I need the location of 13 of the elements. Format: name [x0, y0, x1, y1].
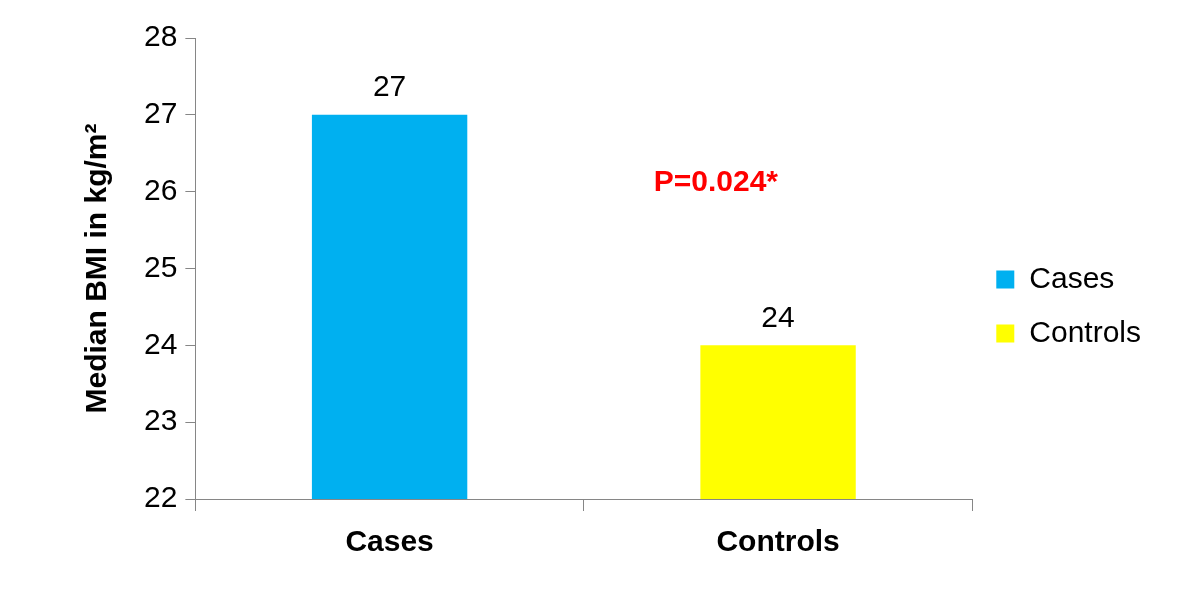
y-tick-label: 26 [143, 172, 178, 206]
y-tick-label: 23 [143, 403, 178, 437]
y-tick-label: 25 [143, 249, 178, 283]
y-tick-label: 28 [143, 19, 178, 53]
y-tick-label: 24 [143, 326, 178, 360]
y-axis-title: Median BMI in kg/m² [79, 123, 113, 414]
y-tick-label: 22 [143, 480, 178, 514]
legend-label: Controls [1029, 314, 1142, 348]
legend-label: Cases [1029, 260, 1115, 294]
data-label: 27 [372, 69, 407, 103]
y-tick-label: 27 [143, 96, 178, 130]
data-label: 24 [761, 299, 795, 333]
annotation: P=0.024* [653, 164, 779, 198]
